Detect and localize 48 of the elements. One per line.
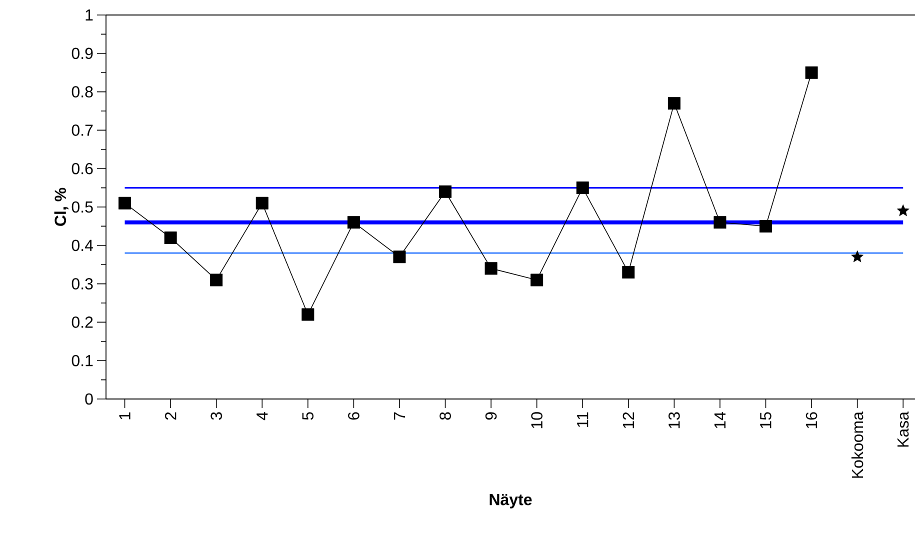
x-tick-label: 12: [622, 412, 634, 428]
x-tick-label: 10: [531, 412, 542, 428]
x-tick-label: 16: [806, 412, 818, 428]
x-tick-label: 7: [394, 412, 405, 420]
y-tick-label: 1: [86, 9, 93, 20]
x-tick-label: Kokooma: [851, 412, 864, 478]
x-tick-label: 15: [760, 412, 772, 428]
x-tick-label: 13: [668, 412, 680, 428]
point: [805, 66, 818, 79]
x-tick-label: 3: [210, 412, 222, 420]
x-tick-label: 4: [256, 412, 268, 420]
point: [393, 250, 406, 264]
x-tick-label: 1: [119, 412, 130, 420]
point: [164, 231, 177, 244]
x-tick-label: Kasa: [898, 412, 909, 447]
point: [576, 182, 589, 194]
x-tick-label: 8: [440, 412, 451, 420]
point: [530, 274, 544, 286]
x-axis-title: Näyte: [490, 494, 532, 508]
y-tick-label: 0.6: [72, 162, 93, 174]
y-axis-title: Cl, %: [54, 188, 68, 226]
y-tick-label: 0.4: [72, 240, 93, 252]
y-tick-label: 0.8: [72, 86, 93, 98]
point: [668, 97, 680, 110]
point: [760, 220, 772, 232]
x-tick-label: 14: [714, 412, 726, 428]
y-tick-label: 0.7: [72, 124, 93, 136]
x-tick-label: 2: [164, 412, 176, 420]
point: [256, 196, 268, 210]
x-tick-label: 9: [485, 412, 497, 420]
y-tick-label: 0: [85, 393, 93, 405]
y-tick-label: 0.9: [72, 48, 93, 60]
point: [302, 308, 314, 321]
point: [439, 185, 452, 198]
point: [484, 262, 498, 275]
y-tick-label: 0.2: [72, 316, 93, 328]
y-tick-label: 0.5: [72, 201, 93, 213]
point: [118, 196, 132, 210]
y-tick-label: 0.1: [72, 354, 93, 366]
point: [714, 216, 726, 229]
point: [347, 216, 360, 229]
x-tick-label: 11: [577, 412, 588, 427]
point: [851, 250, 864, 262]
x-tick-label: 6: [348, 412, 360, 420]
point: [622, 266, 635, 279]
x-tick-label: 5: [302, 412, 314, 420]
y-tick-label: 0.3: [72, 278, 93, 290]
point: [210, 274, 223, 286]
